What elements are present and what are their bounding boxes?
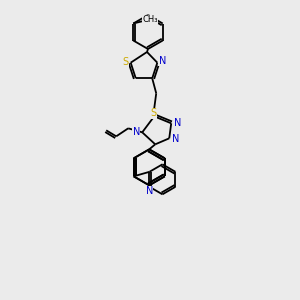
Text: N: N (133, 127, 140, 137)
Text: S: S (150, 108, 156, 118)
Text: S: S (123, 57, 129, 67)
Text: N: N (173, 118, 181, 128)
Text: N: N (146, 186, 153, 196)
Text: N: N (172, 134, 179, 144)
Text: CH₃: CH₃ (142, 15, 158, 24)
Text: N: N (159, 56, 166, 66)
